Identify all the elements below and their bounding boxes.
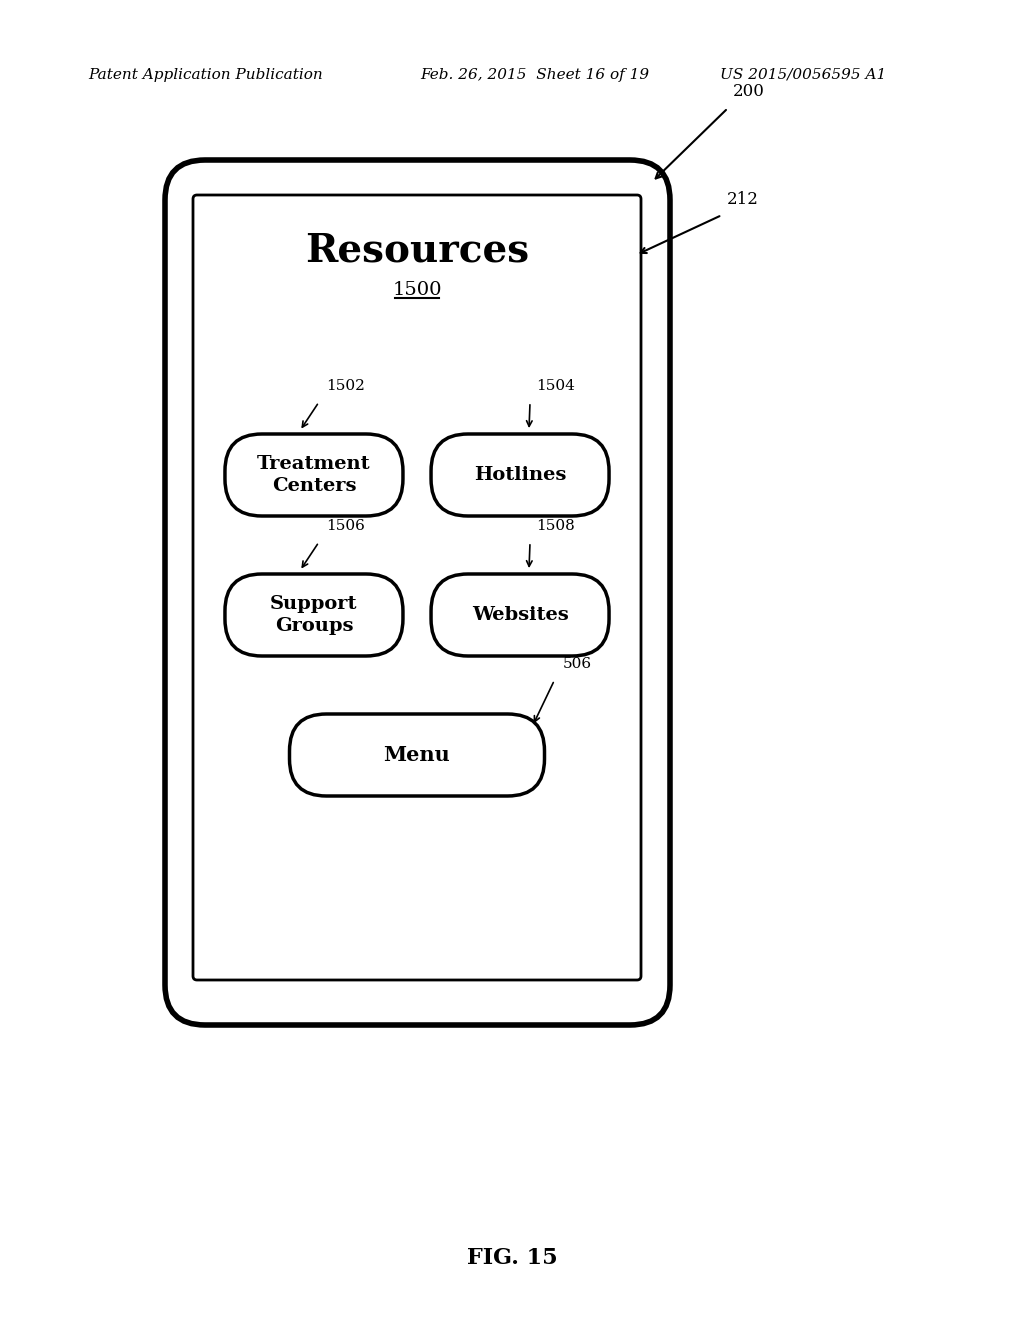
Text: 506: 506	[562, 657, 592, 671]
Text: 212: 212	[727, 191, 759, 209]
FancyBboxPatch shape	[193, 195, 641, 979]
Text: FIG. 15: FIG. 15	[467, 1247, 557, 1269]
Text: Websites: Websites	[472, 606, 568, 624]
Text: 1508: 1508	[536, 519, 574, 533]
FancyBboxPatch shape	[165, 160, 670, 1026]
FancyBboxPatch shape	[431, 434, 609, 516]
Text: 1504: 1504	[536, 379, 574, 393]
Text: Hotlines: Hotlines	[474, 466, 566, 484]
Text: US 2015/0056595 A1: US 2015/0056595 A1	[720, 69, 886, 82]
FancyBboxPatch shape	[225, 574, 403, 656]
Text: Menu: Menu	[384, 744, 451, 766]
FancyBboxPatch shape	[431, 574, 609, 656]
FancyBboxPatch shape	[225, 434, 403, 516]
Text: Resources: Resources	[305, 231, 529, 269]
Text: Support
Groups: Support Groups	[270, 595, 357, 635]
Text: Patent Application Publication: Patent Application Publication	[88, 69, 323, 82]
Text: 1502: 1502	[326, 379, 365, 393]
Text: Feb. 26, 2015  Sheet 16 of 19: Feb. 26, 2015 Sheet 16 of 19	[420, 69, 649, 82]
Text: 1506: 1506	[326, 519, 365, 533]
Text: 1500: 1500	[392, 281, 441, 300]
FancyBboxPatch shape	[290, 714, 545, 796]
Text: 200: 200	[733, 83, 765, 100]
Text: Treatment
Centers: Treatment Centers	[257, 455, 371, 495]
